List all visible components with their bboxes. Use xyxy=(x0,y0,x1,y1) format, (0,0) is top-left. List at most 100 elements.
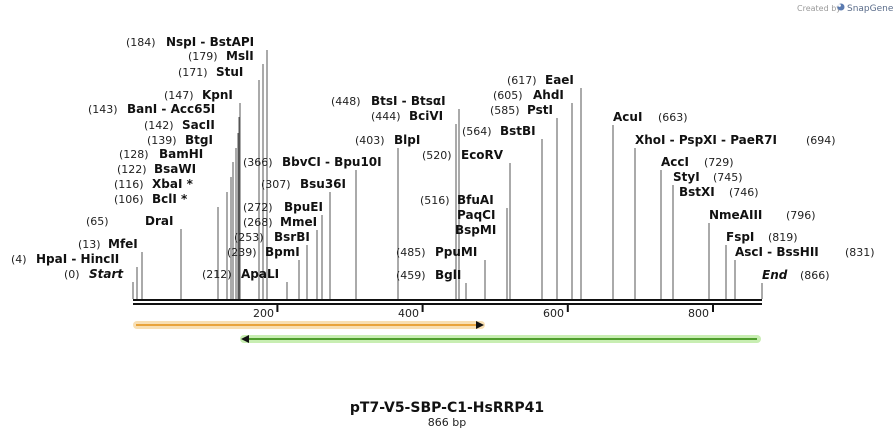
site-position-hpai-hincii: (4) xyxy=(11,253,27,266)
ruler: 200 400 600 800 xyxy=(253,304,714,320)
site-name-sacii[interactable]: SacII xyxy=(182,118,215,132)
site-name-btgi[interactable]: BtgI xyxy=(185,133,213,147)
site-position-bfuai: (516) xyxy=(420,194,450,207)
site-name-ecorv[interactable]: EcoRV xyxy=(461,148,504,162)
site-position-bstbi: (564) xyxy=(462,125,492,138)
site-position-fspi: (819) xyxy=(768,231,798,244)
site-position-bstxi: (746) xyxy=(729,186,759,199)
site-name-bsrbi[interactable]: BsrBI xyxy=(274,230,310,244)
site-position-nmeaiii: (796) xyxy=(786,209,816,222)
site-name-bstbi[interactable]: BstBI xyxy=(500,124,536,138)
site-labels: (184) NspI - BstAPI(179) MslI (171) StuI (147… xyxy=(11,35,875,282)
site-name-kpni[interactable]: KpnI xyxy=(202,88,233,102)
site-position-btsi-bts-i: (448) xyxy=(331,95,361,108)
site-position-stui: (171) xyxy=(178,66,208,79)
site-name-bfuai[interactable]: BfuAI xyxy=(457,193,494,207)
site-name-drai[interactable]: DraI xyxy=(145,214,173,228)
site-name-bgli[interactable]: BglI xyxy=(435,268,461,282)
site-name-bpmi[interactable]: BpmI xyxy=(265,245,300,259)
site-name-bbvci-bpu10i[interactable]: BbvCI - Bpu10I xyxy=(282,155,382,169)
site-name-btsi-bts-i[interactable]: BtsI - BtsαI xyxy=(371,94,446,108)
site-position-mmei: (268) xyxy=(243,216,273,229)
ruler-label-600: 600 xyxy=(543,307,564,320)
site-position-ecorv: (520) xyxy=(422,149,452,162)
snapgene-logo-icon xyxy=(837,3,845,11)
site-position-xhoi-pspxi-paer7i: (694) xyxy=(806,134,836,147)
site-name-ahdi[interactable]: AhdI xyxy=(533,88,564,102)
site-name-bpuei[interactable]: BpuEI xyxy=(284,200,323,214)
site-position-blpi: (403) xyxy=(355,134,385,147)
site-name-end[interactable]: End xyxy=(762,268,788,282)
sequence-length: 866 bp xyxy=(428,416,466,429)
brand-prefix: Created by xyxy=(797,4,841,13)
site-position-end: (866) xyxy=(800,269,830,282)
site-name-bcivi[interactable]: BciVI xyxy=(409,109,443,123)
site-name-msli[interactable]: MslI xyxy=(226,49,254,63)
site-name-stui[interactable]: StuI xyxy=(216,65,243,79)
site-position-bsu36i: (307) xyxy=(261,178,291,191)
site-name-xbai[interactable]: XbaI * xyxy=(152,177,194,191)
site-name-blpi[interactable]: BlpI xyxy=(394,133,420,147)
site-name-ppumi[interactable]: PpuMI xyxy=(435,245,477,259)
ruler-label-200: 200 xyxy=(253,307,274,320)
site-name-acci[interactable]: AccI xyxy=(661,155,689,169)
site-name-bsu36i[interactable]: Bsu36I xyxy=(300,177,346,191)
site-name-styi[interactable]: StyI xyxy=(673,170,700,184)
site-name-bsawi[interactable]: BsaWI xyxy=(154,162,196,176)
site-name-start[interactable]: Start xyxy=(89,267,124,281)
site-position-bani-acc65i: (143) xyxy=(88,103,118,116)
ruler-label-400: 400 xyxy=(398,307,419,320)
site-name-eaei[interactable]: EaeI xyxy=(545,73,574,87)
site-position-bcli: (106) xyxy=(114,193,144,206)
site-position-bsrbi: (253) xyxy=(234,231,264,244)
brand-name: SnapGene xyxy=(847,4,894,14)
ruler-label-800: 800 xyxy=(688,307,709,320)
site-position-bpmi: (239) xyxy=(227,246,257,259)
site-name-asci-bsshii[interactable]: AscI - BssHII xyxy=(735,245,819,259)
site-position-start: (0) xyxy=(64,268,80,281)
feature-orange[interactable] xyxy=(133,321,485,329)
map-title: pT7-V5-SBP-C1-HsRRP41 xyxy=(350,400,544,416)
site-name-mmei[interactable]: MmeI xyxy=(280,215,317,229)
site-position-xbai: (116) xyxy=(114,178,144,191)
site-name-bstxi[interactable]: BstXI xyxy=(679,185,715,199)
site-position-acci: (729) xyxy=(704,156,734,169)
site-position-ppumi: (485) xyxy=(396,246,426,259)
site-position-asci-bsshii: (831) xyxy=(845,246,875,259)
site-name-psti[interactable]: PstI xyxy=(527,103,553,117)
site-position-bamhi: (128) xyxy=(119,148,149,161)
site-name-acui[interactable]: AcuI xyxy=(613,110,642,124)
site-name-paqci[interactable]: PaqCI xyxy=(457,208,495,222)
arrow-left-icon xyxy=(241,335,249,343)
site-position-apali: (212) xyxy=(202,268,232,281)
site-position-ahdi: (605) xyxy=(493,89,523,102)
site-name-bcli[interactable]: BclI * xyxy=(152,192,188,206)
site-name-nspi-bstapi[interactable]: NspI - BstAPI xyxy=(166,35,254,49)
site-name-bspmi[interactable]: BspMI xyxy=(455,223,496,237)
site-name-bani-acc65i[interactable]: BanI - Acc65I xyxy=(127,102,215,116)
site-position-btgi: (139) xyxy=(147,134,177,147)
arrow-right-icon xyxy=(476,321,484,329)
site-position-eaei: (617) xyxy=(507,74,537,87)
site-position-bcivi: (444) xyxy=(371,110,401,123)
site-name-apali[interactable]: ApaLI xyxy=(241,267,279,281)
site-position-kpni: (147) xyxy=(164,89,194,102)
site-name-fspi[interactable]: FspI xyxy=(726,230,754,244)
site-position-acui: (663) xyxy=(658,111,688,124)
site-position-nspi-bstapi: (184) xyxy=(126,36,156,49)
site-name-hpai-hincii[interactable]: HpaI - HincII xyxy=(36,252,119,266)
site-position-msli: (179) xyxy=(188,50,218,63)
site-position-bgli: (459) xyxy=(396,269,426,282)
site-name-mfei[interactable]: MfeI xyxy=(108,237,138,251)
feature-green[interactable] xyxy=(240,335,761,343)
site-position-bpuei: (272) xyxy=(243,201,273,214)
site-leader-lines xyxy=(132,50,763,299)
site-name-xhoi-pspxi-paer7i[interactable]: XhoI - PspXI - PaeR7I xyxy=(635,133,777,147)
site-position-psti: (585) xyxy=(490,104,520,117)
site-position-styi: (745) xyxy=(713,171,743,184)
site-position-sacii: (142) xyxy=(144,119,174,132)
site-name-nmeaiii[interactable]: NmeAIII xyxy=(709,208,762,222)
site-position-mfei: (13) xyxy=(78,238,101,251)
site-name-bamhi[interactable]: BamHI xyxy=(159,147,203,161)
